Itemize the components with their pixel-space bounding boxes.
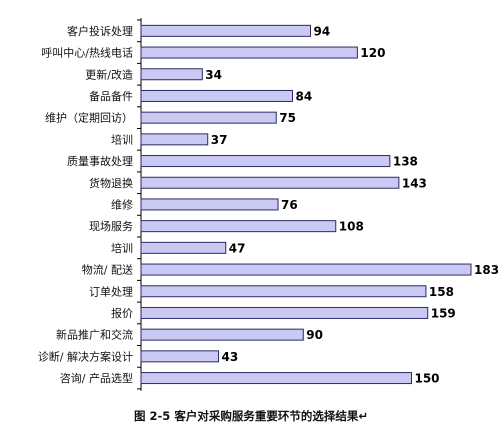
value-label: 94 <box>314 24 331 38</box>
bar <box>140 328 304 341</box>
bar <box>140 111 277 124</box>
bar <box>140 285 427 298</box>
category-label: 新品推广和交流 <box>56 328 133 342</box>
bar-chart: 客户投诉处理呼叫中心/热线电话更新/改造备品备件维护（定期回访）培训质量事故处理… <box>38 18 499 391</box>
value-label: 120 <box>360 46 385 60</box>
bar <box>140 350 220 363</box>
category-label: 咨询/ 产品选型 <box>60 371 133 385</box>
value-label: 138 <box>393 155 418 169</box>
bar <box>140 24 312 37</box>
bar <box>140 306 429 319</box>
category-label: 现场服务 <box>89 219 133 233</box>
bars-group <box>137 19 472 390</box>
category-label: 维修 <box>111 197 133 211</box>
category-labels: 客户投诉处理呼叫中心/热线电话更新/改造备品备件维护（定期回访）培训质量事故处理… <box>38 24 133 385</box>
figure-caption: 图 2-5 客户对采购服务重要环节的选择结果↵ <box>134 409 368 423</box>
value-label: 47 <box>229 241 246 255</box>
category-label: 诊断/ 解决方案设计 <box>38 349 133 363</box>
bar <box>140 89 293 102</box>
category-label: 质量事故处理 <box>67 154 133 168</box>
bar <box>140 46 358 59</box>
value-label: 183 <box>474 263 499 277</box>
value-label: 76 <box>281 198 298 212</box>
value-label: 159 <box>431 306 456 320</box>
value-label: 84 <box>295 89 312 103</box>
bar <box>140 263 472 276</box>
category-label: 培训 <box>111 132 133 146</box>
category-label: 物流/ 配送 <box>82 263 133 277</box>
category-label: 订单处理 <box>89 285 133 298</box>
category-label: 备品备件 <box>89 89 133 103</box>
value-label: 158 <box>429 285 454 299</box>
category-label: 维护（定期回访） <box>45 111 133 125</box>
value-label: 34 <box>205 68 222 82</box>
bar <box>140 68 203 81</box>
bar <box>140 176 400 189</box>
value-label: 37 <box>211 133 228 147</box>
category-label: 客户投诉处理 <box>67 24 133 38</box>
bar <box>140 198 279 211</box>
category-label: 培训 <box>111 241 133 255</box>
value-label: 143 <box>402 176 427 190</box>
category-label: 报价 <box>111 306 133 320</box>
bar <box>140 155 391 168</box>
bar <box>140 241 227 254</box>
value-label: 75 <box>279 111 296 125</box>
category-label: 呼叫中心/热线电话 <box>41 46 133 60</box>
value-label: 43 <box>222 350 239 364</box>
value-label: 90 <box>306 328 323 342</box>
category-label: 货物退换 <box>89 176 133 190</box>
bar <box>140 220 337 233</box>
value-label: 150 <box>414 372 439 386</box>
value-labels: 94 120 34 84 75 37 138 143 76 108 47 183 158 159 90 43 1… <box>205 24 499 385</box>
bar <box>140 133 209 146</box>
category-label: 更新/改造 <box>85 67 133 81</box>
bar <box>140 372 412 385</box>
value-label: 108 <box>339 220 364 234</box>
